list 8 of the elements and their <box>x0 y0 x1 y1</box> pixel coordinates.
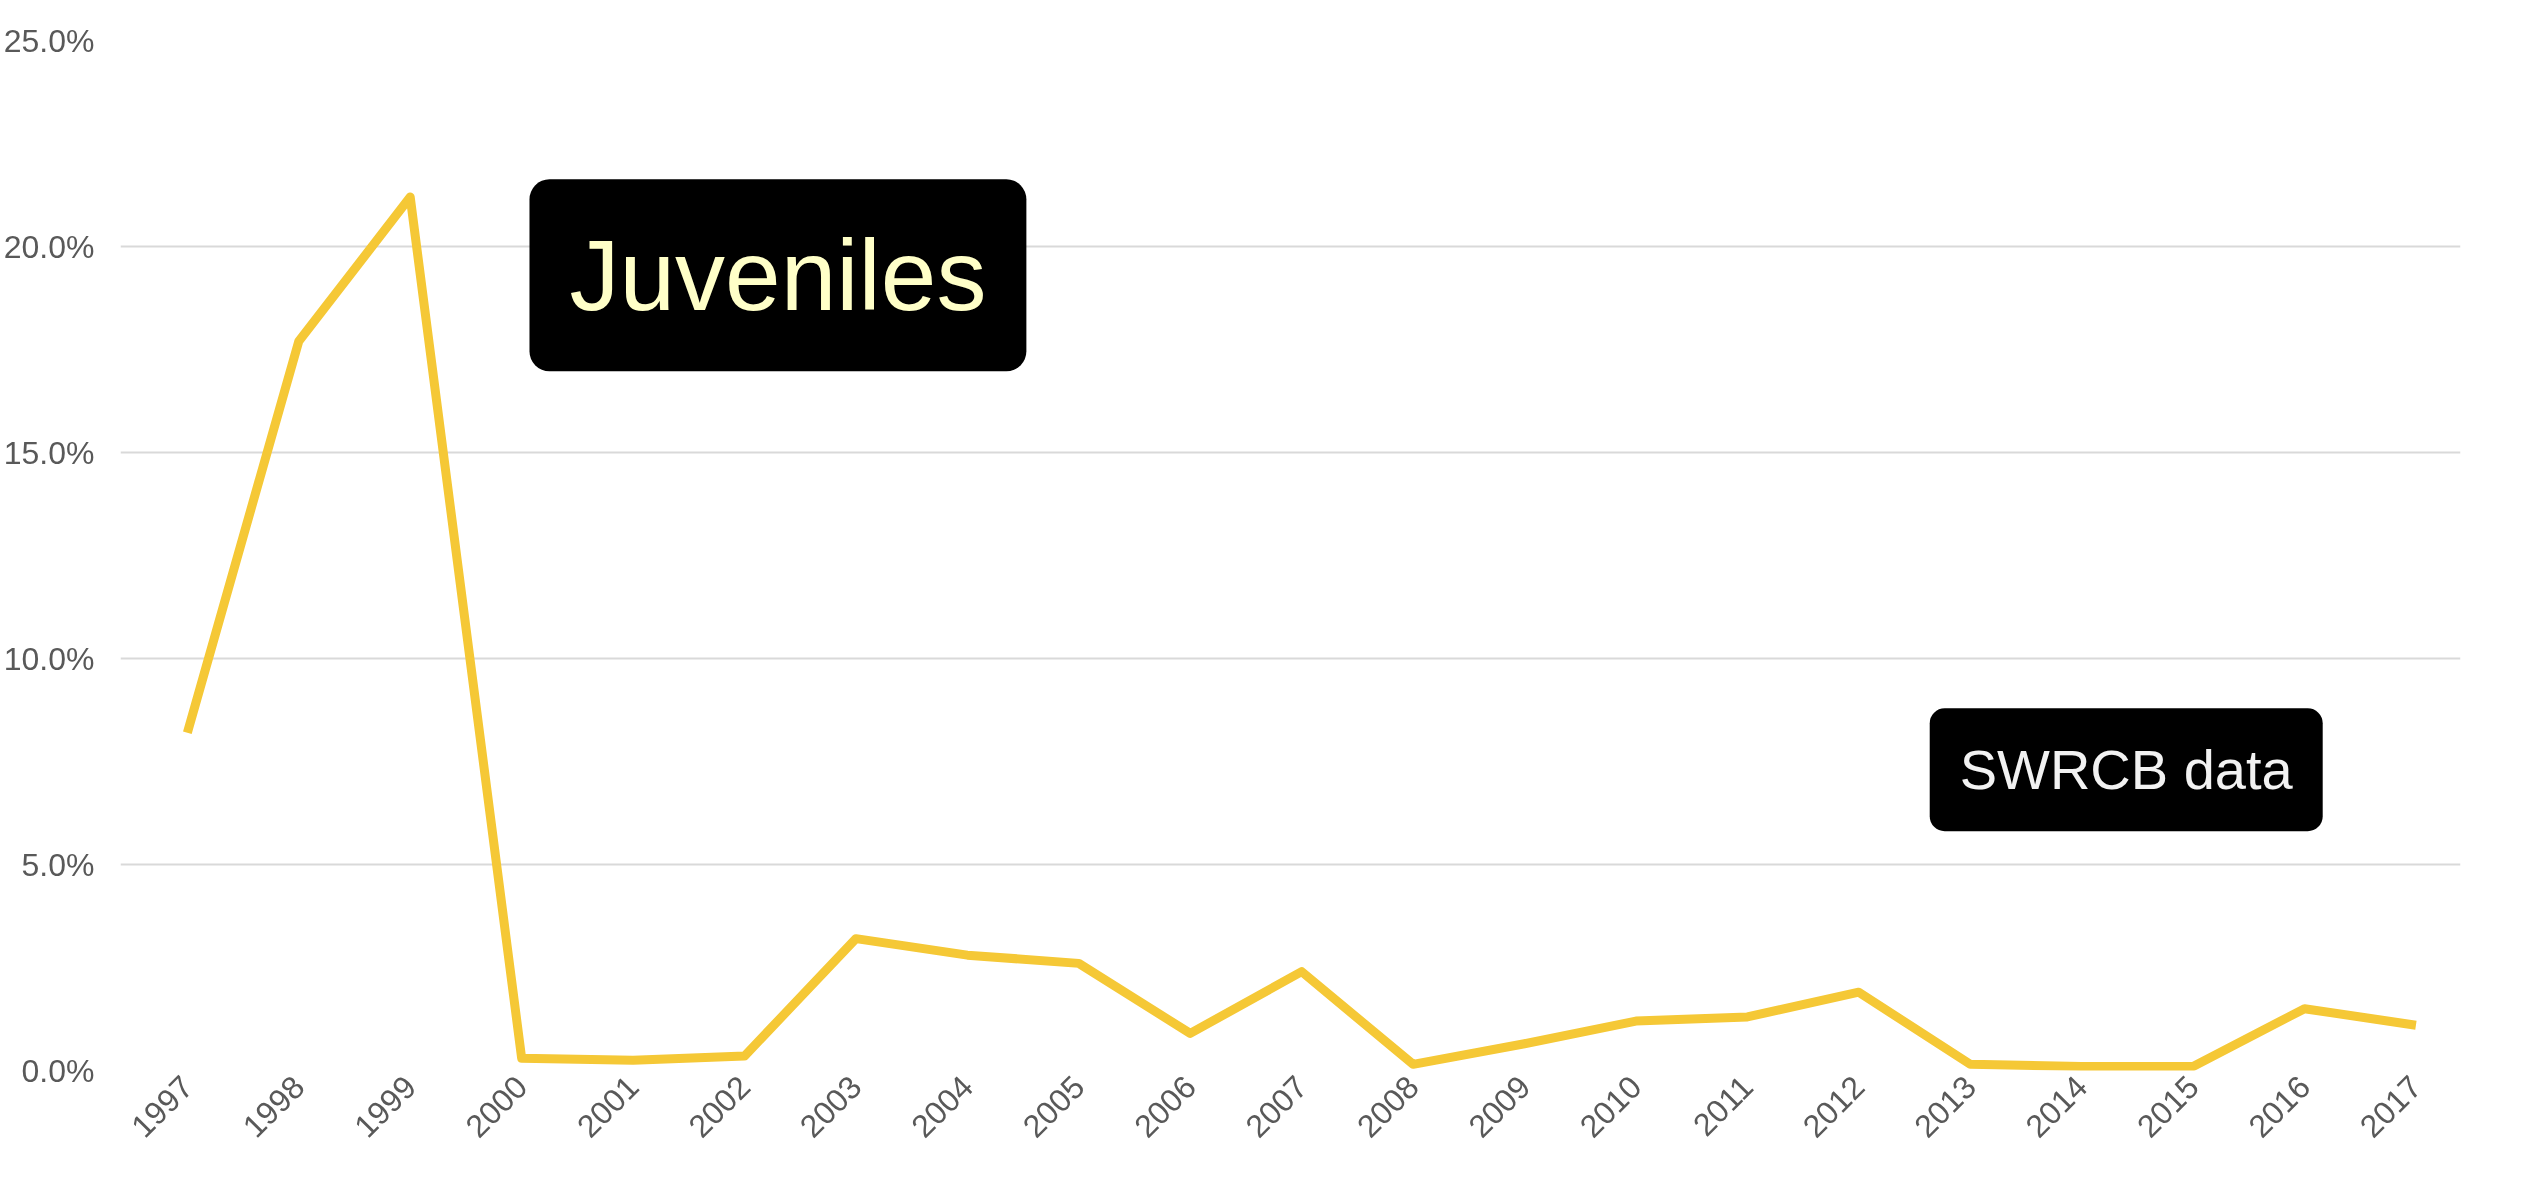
y-tick-label: 5.0% <box>21 846 95 883</box>
y-tick-label: 15.0% <box>3 434 95 471</box>
y-tick-label: 0.0% <box>21 1052 95 1089</box>
annotation: SWRCB data <box>1959 738 2294 802</box>
text: Juveniles <box>569 219 987 332</box>
y-tick-label: 10.0% <box>3 640 95 677</box>
y-tick-label: 20.0% <box>3 228 95 265</box>
y-tick-label: 25.0% <box>3 22 95 59</box>
